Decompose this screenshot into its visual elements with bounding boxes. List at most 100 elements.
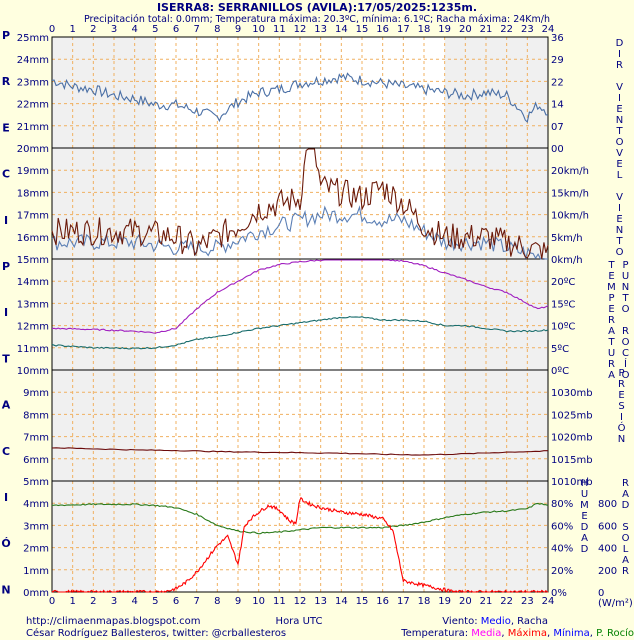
legend-viento-medio: Medio <box>481 616 511 627</box>
chart-panels <box>51 36 549 593</box>
temp-tick-label: 5ºC <box>551 344 569 355</box>
series-humidity <box>51 502 549 535</box>
left-tick-label: 8mm <box>23 410 49 421</box>
hum-tick-label: 0% <box>551 588 567 599</box>
footer-viento-legend: Viento: Medio, Racha <box>442 616 548 627</box>
vel-tick-label: 0km/h <box>551 255 583 266</box>
chart-title: ISERRA8: SERRANILLOS (AVILA):17/05/2025:… <box>157 1 477 14</box>
hum-tick-label: 60% <box>551 521 573 532</box>
left-side-letter: C <box>2 168 10 181</box>
temp-tick-label: 15ºC <box>551 299 575 310</box>
hour-label-top: 17 <box>397 24 410 35</box>
pres-tick-label: 1030mb <box>551 388 593 399</box>
footer-temp-legend: Temperatura: Media, Máxima, Mínima, P. R… <box>400 627 634 639</box>
hour-label-top: 23 <box>521 24 534 35</box>
night-shade <box>444 481 548 592</box>
left-side-letter: I <box>4 214 8 227</box>
left-tick-label: 19mm <box>17 166 49 177</box>
vel-tick-label: 15km/h <box>551 188 589 199</box>
left-side-letter: Ó <box>1 537 10 550</box>
dew-side-label: Í <box>624 357 628 370</box>
left-tick-label: 13mm <box>17 299 49 310</box>
series-wind-direction <box>51 72 549 123</box>
hour-label-top: 1 <box>69 24 75 35</box>
hour-label-top: 4 <box>131 24 137 35</box>
hour-label-top: 9 <box>235 24 241 35</box>
hour-label-top: 5 <box>152 24 158 35</box>
temp-tick-label: 20ºC <box>551 277 575 288</box>
legend-temp-maxima: Máxima <box>508 627 547 639</box>
dir-side-label: E <box>616 104 623 115</box>
hum-tick-label: 40% <box>551 544 573 555</box>
left-tick-label: 10mm <box>17 366 49 377</box>
dew-side-label: U <box>622 271 630 282</box>
left-tick-label: 15mm <box>17 255 49 266</box>
hour-label-bottom: 14 <box>335 596 348 607</box>
pres-side-label: P <box>618 368 625 379</box>
night-shade <box>52 481 156 592</box>
left-tick-label: 7mm <box>23 433 49 444</box>
temp-side-label: E <box>608 304 615 315</box>
dir-side-label: N <box>616 115 624 126</box>
rad-tick-label: 0 <box>598 588 604 599</box>
temp-side-label: T <box>607 260 615 271</box>
hum-side-label: A <box>581 533 589 544</box>
dew-side-label: O <box>622 304 631 315</box>
dir-tick-label: 22 <box>551 77 564 88</box>
hour-label-bottom: 11 <box>273 596 286 607</box>
hour-label-bottom: 20 <box>459 596 472 607</box>
hour-label-bottom: 15 <box>356 596 369 607</box>
left-side-letter: A <box>2 399 11 412</box>
series-wind-gust <box>51 148 549 260</box>
hour-label-bottom: 4 <box>131 596 137 607</box>
footer-blog: http://climaenmapas.blogspot.com <box>26 616 201 627</box>
legend-temp-minima: Mínima <box>553 627 589 639</box>
hour-label-top: 22 <box>500 24 513 35</box>
hour-label-top: 18 <box>418 24 431 35</box>
dew-side-label: O <box>622 370 631 381</box>
left-tick-label: 14mm <box>17 277 49 288</box>
hour-label-top: 15 <box>356 24 369 35</box>
hour-label-top: 19 <box>438 24 451 35</box>
dir-side-label: I <box>618 49 622 60</box>
left-tick-label: 4mm <box>23 499 49 510</box>
hour-label-bottom: 19 <box>438 596 451 607</box>
chart-footer: http://climaenmapas.blogspot.com Hora UT… <box>26 616 634 639</box>
vel-side-label: I <box>618 203 622 214</box>
left-tick-label: 3mm <box>23 521 49 532</box>
dir-tick-label: 14 <box>551 100 564 111</box>
hour-label-bottom: 6 <box>173 596 179 607</box>
hour-label-top: 6 <box>173 24 179 35</box>
rad-side-label: S <box>622 522 629 533</box>
series-pressure <box>51 447 548 456</box>
left-tick-label: 20mm <box>17 144 49 155</box>
dew-side-label: R <box>622 326 630 337</box>
hour-label-bottom: 22 <box>500 596 513 607</box>
hour-label-bottom: 1 <box>69 596 75 607</box>
vel-side-label: V <box>616 148 624 159</box>
series-dew-point <box>51 316 549 350</box>
pres-tick-label: 1015mb <box>551 455 593 466</box>
series-temperature <box>51 259 549 334</box>
legend-viento-racha: Racha <box>517 616 548 627</box>
left-tick-label: 2mm <box>23 544 49 555</box>
chart-series <box>51 72 549 593</box>
series-wind-mean <box>51 205 548 260</box>
hum-side-label: D <box>581 544 590 555</box>
pres-side-label: N <box>618 434 626 445</box>
vel-side-label: T <box>615 236 623 247</box>
dew-side-label: P <box>622 260 629 271</box>
pres-tick-label: 1010mb <box>551 477 593 488</box>
rad-side-label: R <box>622 478 630 489</box>
temp-side-label: R <box>608 315 616 326</box>
rad-tick-label: 600 <box>598 521 617 532</box>
footer-hora-utc: Hora UTC <box>276 616 323 627</box>
hour-label-top: 11 <box>273 24 286 35</box>
left-side-letter: E <box>2 121 10 134</box>
left-side-letter: P <box>2 29 10 42</box>
left-tick-label: 0mm <box>23 588 49 599</box>
left-tick-label: 12mm <box>17 322 49 333</box>
hour-label-top: 16 <box>376 24 389 35</box>
hour-label-top: 24 <box>542 24 555 35</box>
